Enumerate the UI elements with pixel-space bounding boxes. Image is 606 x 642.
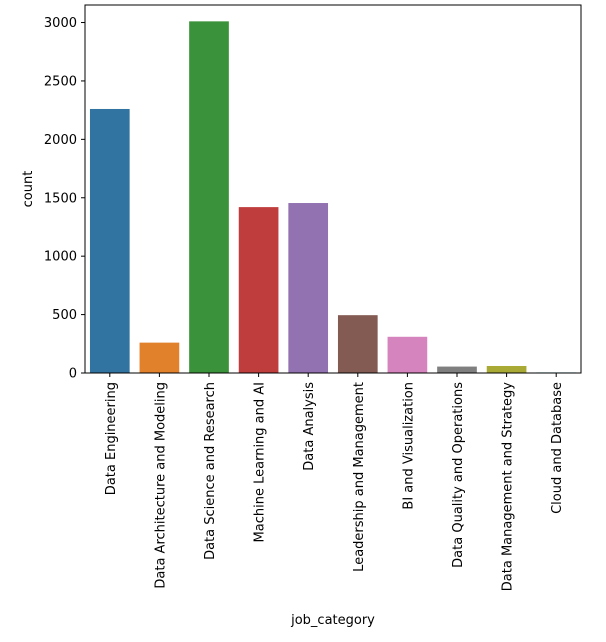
x-tick-label: Machine Learning and AI [253,382,268,542]
y-tick-label: 1000 [44,250,77,265]
bar-0 [89,108,130,373]
x-tick-label: Data Architecture and Modeling [153,382,168,589]
x-tick-label: Data Management and Strategy [501,382,516,592]
y-tick-label: 0 [69,367,77,382]
x-tick-label: BI and Visualization [401,382,416,510]
x-tick-label: Data Science and Research [203,382,218,560]
bar-1 [139,342,180,373]
bar-3 [238,207,279,373]
bar-5 [337,315,378,373]
x-tick-label: Data Quality and Operations [451,382,466,568]
y-tick-label: 500 [52,308,77,323]
bar-4 [288,203,329,373]
y-axis-ticks: 0 500 1000 1500 2000 2500 3000 [44,16,85,382]
y-tick-label: 1500 [44,191,77,206]
bar-7 [437,366,477,373]
x-axis-ticks: Data Engineering Data Architecture and Mo… [104,373,565,591]
y-axis-label: count [21,171,36,208]
x-axis-label: job_category [290,613,375,628]
plot-frame [84,4,582,374]
y-tick-label: 3000 [44,16,77,31]
bar-2 [189,21,229,373]
x-tick-label: Leadership and Management [352,382,367,572]
bar-6 [387,336,428,373]
x-tick-label: Data Engineering [104,382,119,495]
bars-group [89,21,577,373]
x-tick-label: Data Analysis [302,382,317,471]
y-tick-label: 2500 [44,74,77,89]
bar-8 [486,365,527,373]
y-tick-label: 2000 [44,133,77,148]
x-tick-label: Cloud and Database [550,382,565,514]
